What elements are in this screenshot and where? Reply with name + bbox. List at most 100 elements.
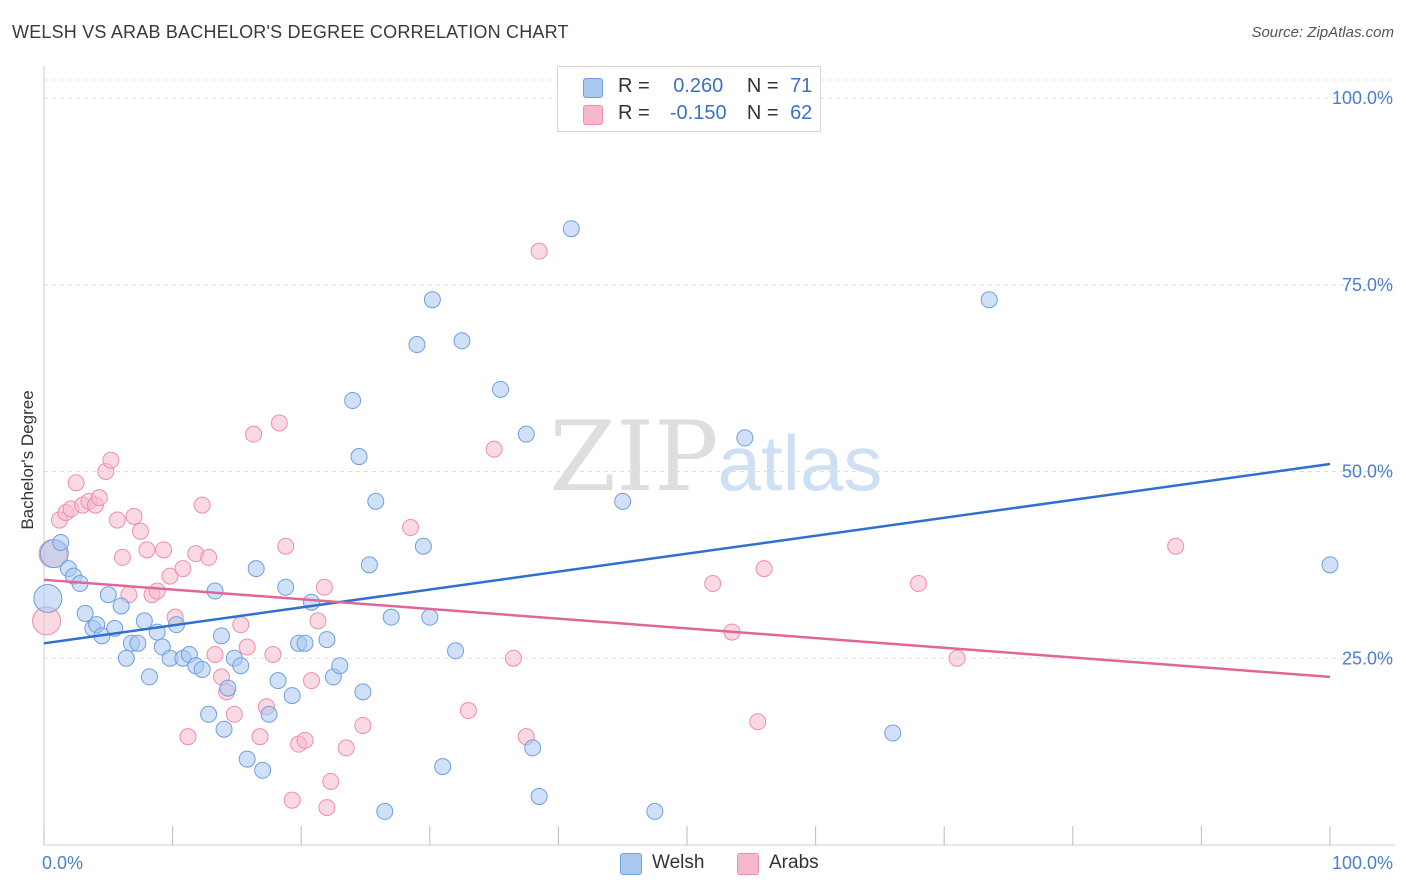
point-welsh bbox=[367, 492, 385, 510]
point-arabs bbox=[125, 507, 143, 525]
legend-r-value: -0.150 bbox=[669, 102, 727, 124]
point-welsh bbox=[318, 631, 336, 649]
point-arabs bbox=[251, 728, 269, 746]
point-welsh bbox=[517, 425, 535, 443]
point-arabs bbox=[302, 672, 320, 690]
point-arabs bbox=[318, 799, 336, 817]
point-welsh bbox=[296, 634, 314, 652]
point-welsh bbox=[76, 604, 94, 622]
legend-label-welsh: Welsh bbox=[652, 852, 705, 873]
point-arabs bbox=[270, 414, 288, 432]
point-welsh bbox=[52, 533, 70, 551]
point-welsh bbox=[247, 560, 265, 578]
point-arabs bbox=[909, 575, 927, 593]
point-welsh bbox=[129, 634, 147, 652]
point-welsh bbox=[193, 660, 211, 678]
y-tick-label: 100.0% bbox=[1332, 88, 1393, 108]
point-welsh bbox=[232, 657, 250, 675]
point-welsh bbox=[219, 679, 237, 697]
point-arabs bbox=[179, 728, 197, 746]
tick-labels: 25.0% 50.0% 75.0% 100.0% 0.0% 100.0% bbox=[42, 88, 1393, 873]
point-arabs bbox=[108, 511, 126, 529]
point-welsh bbox=[1321, 556, 1339, 574]
point-arabs bbox=[67, 474, 85, 492]
point-welsh bbox=[238, 750, 256, 768]
point-welsh bbox=[283, 687, 301, 705]
y-tick-label: 50.0% bbox=[1342, 462, 1393, 482]
point-arabs bbox=[485, 440, 503, 458]
point-arabs bbox=[402, 519, 420, 537]
point-arabs bbox=[174, 560, 192, 578]
point-arabs bbox=[277, 537, 295, 555]
point-arabs bbox=[148, 582, 166, 600]
legend-n-value: 71 bbox=[790, 75, 813, 97]
point-welsh bbox=[382, 608, 400, 626]
point-welsh bbox=[277, 578, 295, 596]
watermark: ZIP atlas bbox=[549, 401, 882, 513]
watermark-zip: ZIP bbox=[549, 401, 718, 513]
point-welsh bbox=[562, 220, 580, 238]
point-welsh bbox=[614, 492, 632, 510]
point-arabs bbox=[755, 560, 773, 578]
point-arabs bbox=[206, 646, 224, 664]
point-welsh bbox=[117, 649, 135, 667]
trend-line-welsh bbox=[43, 462, 1331, 645]
legend-n-value: 62 bbox=[790, 102, 813, 124]
point-welsh bbox=[423, 291, 441, 309]
legend-stats-welsh: R = 0.260 N = 71 bbox=[618, 75, 812, 98]
point-welsh bbox=[112, 597, 130, 615]
point-arabs bbox=[749, 713, 767, 731]
point-welsh bbox=[980, 291, 998, 309]
point-arabs bbox=[113, 548, 131, 566]
point-welsh bbox=[434, 758, 452, 776]
legend-n-label: N = bbox=[746, 102, 779, 124]
point-welsh bbox=[354, 683, 372, 701]
chart-source: Source: ZipAtlas.com bbox=[1251, 24, 1394, 41]
point-welsh bbox=[350, 448, 368, 466]
point-welsh bbox=[736, 429, 754, 447]
point-arabs bbox=[131, 522, 149, 540]
series-welsh bbox=[33, 220, 1339, 820]
point-welsh bbox=[215, 720, 233, 738]
chart-title: WELSH VS ARAB BACHELOR'S DEGREE CORRELAT… bbox=[12, 22, 569, 42]
point-arabs bbox=[200, 548, 218, 566]
point-arabs bbox=[530, 242, 548, 260]
point-arabs bbox=[264, 646, 282, 664]
point-welsh bbox=[530, 787, 548, 805]
point-welsh bbox=[447, 642, 465, 660]
point-arabs bbox=[245, 425, 263, 443]
point-arabs bbox=[948, 649, 966, 667]
y-tick-label: 75.0% bbox=[1342, 275, 1393, 295]
point-welsh bbox=[360, 556, 378, 574]
legend-n-label: N = bbox=[746, 75, 779, 97]
legend-swatch-welsh bbox=[620, 853, 642, 875]
stats-legend: R = 0.260 N = 71 R = -0.150 N = 62 bbox=[557, 66, 821, 132]
trend-line-arabs bbox=[43, 578, 1331, 679]
point-arabs bbox=[704, 575, 722, 593]
point-arabs bbox=[283, 791, 301, 809]
trend-lines bbox=[43, 462, 1331, 679]
point-arabs bbox=[337, 739, 355, 757]
point-welsh bbox=[140, 668, 158, 686]
legend-swatch-welsh bbox=[583, 78, 603, 98]
point-arabs bbox=[322, 773, 340, 791]
point-welsh bbox=[492, 380, 510, 398]
legend-r-value: 0.260 bbox=[673, 75, 724, 97]
point-arabs bbox=[354, 716, 372, 734]
point-arabs bbox=[225, 705, 243, 723]
legend-swatch-arabs bbox=[583, 105, 603, 125]
point-arabs bbox=[459, 702, 477, 720]
point-welsh bbox=[269, 672, 287, 690]
point-welsh bbox=[33, 583, 63, 613]
point-welsh bbox=[260, 705, 278, 723]
point-welsh bbox=[212, 627, 230, 645]
point-arabs bbox=[1167, 537, 1185, 555]
point-arabs bbox=[161, 567, 179, 585]
x-tick-label: 0.0% bbox=[42, 853, 83, 873]
point-welsh bbox=[414, 537, 432, 555]
point-welsh bbox=[254, 761, 272, 779]
point-welsh bbox=[421, 608, 439, 626]
legend-r-label: R = bbox=[618, 75, 650, 97]
point-welsh bbox=[453, 332, 471, 350]
